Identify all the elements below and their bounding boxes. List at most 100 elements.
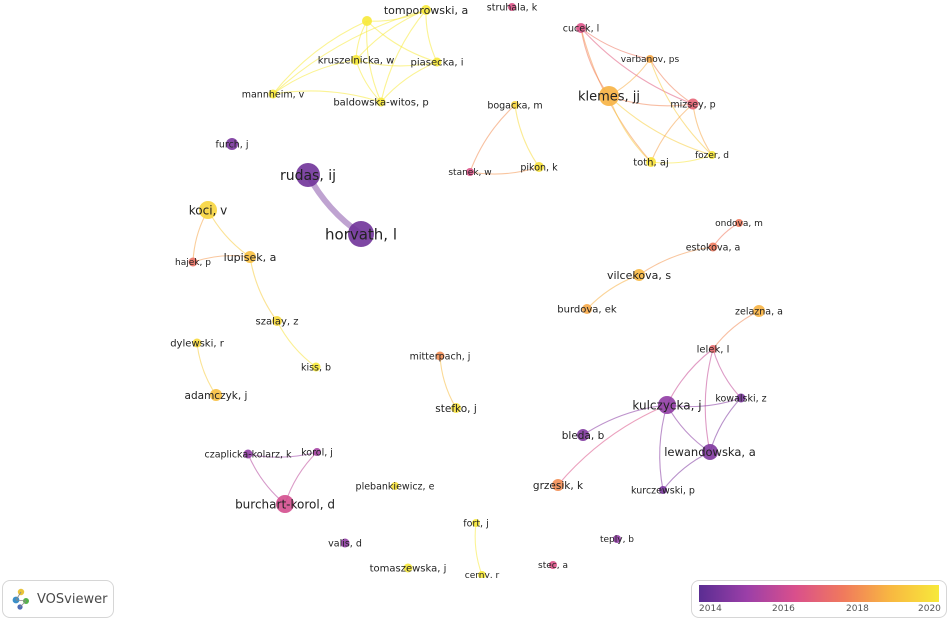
- author-node-kowalski[interactable]: [736, 393, 746, 403]
- author-node-ondova[interactable]: [735, 219, 743, 227]
- author-node-ghost1[interactable]: [362, 16, 372, 26]
- author-node-fort[interactable]: [472, 519, 480, 527]
- author-node-mitterpach[interactable]: [435, 351, 445, 361]
- coauthor-link: [247, 451, 318, 458]
- author-label-kruszelnicka: kruszelnicka, w: [318, 56, 395, 67]
- coauthorship-network[interactable]: tomporowski, a struhala, k cucek, l varbano…: [0, 0, 951, 578]
- author-node-horvath[interactable]: [348, 221, 374, 247]
- author-label-grzesik: grzesik, k: [533, 480, 584, 492]
- author-node-burchart[interactable]: [276, 495, 294, 513]
- coauthor-link: [580, 27, 651, 60]
- coauthor-link: [649, 58, 694, 105]
- author-label-ondova: ondova, m: [715, 219, 763, 229]
- vosviewer-brand: VOSviewer: [2, 580, 114, 618]
- author-node-pikon[interactable]: [534, 162, 544, 172]
- author-label-korol: korol, j: [301, 447, 333, 458]
- author-label-hajek: hajek, p: [175, 258, 211, 268]
- author-node-rudas[interactable]: [296, 163, 320, 187]
- author-node-hajek[interactable]: [188, 257, 198, 267]
- coauthor-link: [272, 90, 382, 103]
- coauthor-link: [709, 397, 742, 453]
- author-node-lelek[interactable]: [709, 345, 717, 353]
- author-node-struhala[interactable]: [508, 3, 516, 11]
- author-node-czaplicka[interactable]: [243, 449, 253, 459]
- coauthor-link: [650, 154, 713, 164]
- author-label-kurczewski: kurczewski, p: [631, 485, 695, 496]
- labels-layer: tomporowski, a struhala, k cucek, l varbano…: [170, 2, 783, 578]
- author-label-bleda: bleda, b: [562, 430, 605, 442]
- author-label-szalay: szalay, z: [255, 317, 298, 328]
- author-node-varbanov[interactable]: [646, 55, 654, 63]
- author-node-lewandowska[interactable]: [702, 444, 718, 460]
- author-label-zelazna: zelazna, a: [735, 306, 783, 317]
- author-node-fozer[interactable]: [708, 151, 716, 159]
- author-label-mannheim: mannheim, v: [242, 89, 305, 100]
- author-label-vilcekova: vilcekova, s: [607, 269, 671, 282]
- coauthor-link: [469, 166, 540, 175]
- author-node-estokova[interactable]: [708, 242, 718, 252]
- author-label-mizsey: mizsey, p: [670, 99, 715, 110]
- author-label-stefko: stefko, j: [435, 403, 476, 415]
- author-node-stec[interactable]: [549, 561, 557, 569]
- coauthor-link: [557, 404, 668, 486]
- author-node-furch[interactable]: [226, 138, 238, 150]
- author-node-tomporowski[interactable]: [421, 5, 431, 15]
- author-node-adamczyk[interactable]: [210, 389, 222, 401]
- author-label-toth: toth, aj: [633, 158, 669, 169]
- author-label-bogacka: bogacka, m: [487, 100, 542, 111]
- legend-tick-2014: 2014: [699, 604, 722, 614]
- author-node-zelazna[interactable]: [753, 305, 765, 317]
- author-node-mannheim[interactable]: [268, 89, 278, 99]
- author-node-szalay[interactable]: [272, 316, 282, 326]
- author-node-piasecka[interactable]: [432, 57, 442, 67]
- year-color-legend: 2014 2016 2018 2020: [691, 580, 947, 618]
- author-node-korol[interactable]: [313, 448, 321, 456]
- author-node-mizsey[interactable]: [687, 98, 699, 110]
- coauthor-link: [666, 348, 714, 406]
- author-label-lupisek: lupisek, a: [224, 251, 277, 264]
- author-node-kurczewski[interactable]: [659, 486, 667, 494]
- author-node-bogacka[interactable]: [511, 101, 519, 109]
- author-node-klemes[interactable]: [599, 86, 619, 106]
- author-node-bleda[interactable]: [577, 429, 589, 441]
- author-node-toth[interactable]: [646, 157, 656, 167]
- author-node-cucek[interactable]: [576, 23, 586, 33]
- author-label-stec: stec, a: [538, 561, 568, 571]
- author-node-cerny[interactable]: [478, 571, 486, 578]
- author-label-kowalski: kowalski, z: [715, 393, 766, 404]
- author-node-kulczycka[interactable]: [658, 396, 676, 414]
- author-node-valis[interactable]: [340, 538, 350, 548]
- author-node-lupisek[interactable]: [244, 251, 256, 263]
- author-node-teply[interactable]: [613, 535, 621, 543]
- author-label-varbanov: varbanov, ps: [621, 55, 680, 65]
- author-label-mitterpach: mitterpach, j: [410, 351, 471, 362]
- author-node-grzesik[interactable]: [552, 479, 564, 491]
- coauthor-link: [692, 103, 713, 156]
- author-node-kiss[interactable]: [311, 362, 321, 372]
- coauthor-link: [704, 348, 714, 453]
- author-node-dylewski[interactable]: [192, 338, 202, 348]
- coauthor-link: [355, 9, 427, 61]
- author-node-baldowska[interactable]: [376, 97, 386, 107]
- brand-name: VOSviewer: [37, 591, 108, 607]
- author-node-burdova[interactable]: [582, 304, 592, 314]
- author-node-stanek[interactable]: [466, 168, 474, 176]
- author-node-plebankiewicz[interactable]: [391, 482, 399, 490]
- coauthor-link: [514, 104, 540, 168]
- author-label-furch: furch, j: [216, 139, 249, 150]
- coauthor-link: [276, 320, 317, 368]
- author-node-stefko[interactable]: [451, 403, 461, 413]
- coauthor-link: [380, 9, 427, 103]
- author-node-tomaszewska[interactable]: [403, 563, 413, 573]
- author-node-koci[interactable]: [199, 201, 217, 219]
- coauthor-link: [196, 342, 217, 396]
- author-label-burchart: burchart-korol, d: [235, 497, 335, 511]
- author-label-baldowska: baldowska-witos, p: [333, 98, 428, 109]
- author-label-horvath: horvath, l: [325, 225, 397, 243]
- author-label-czaplicka: czaplicka-kolarz, k: [204, 449, 292, 460]
- author-label-kulczycka: kulczycka, j: [632, 398, 701, 412]
- author-node-kruszelnicka[interactable]: [351, 55, 361, 65]
- coauthor-link: [580, 27, 694, 105]
- author-node-vilcekova[interactable]: [633, 269, 645, 281]
- author-label-kiss: kiss, b: [301, 362, 331, 373]
